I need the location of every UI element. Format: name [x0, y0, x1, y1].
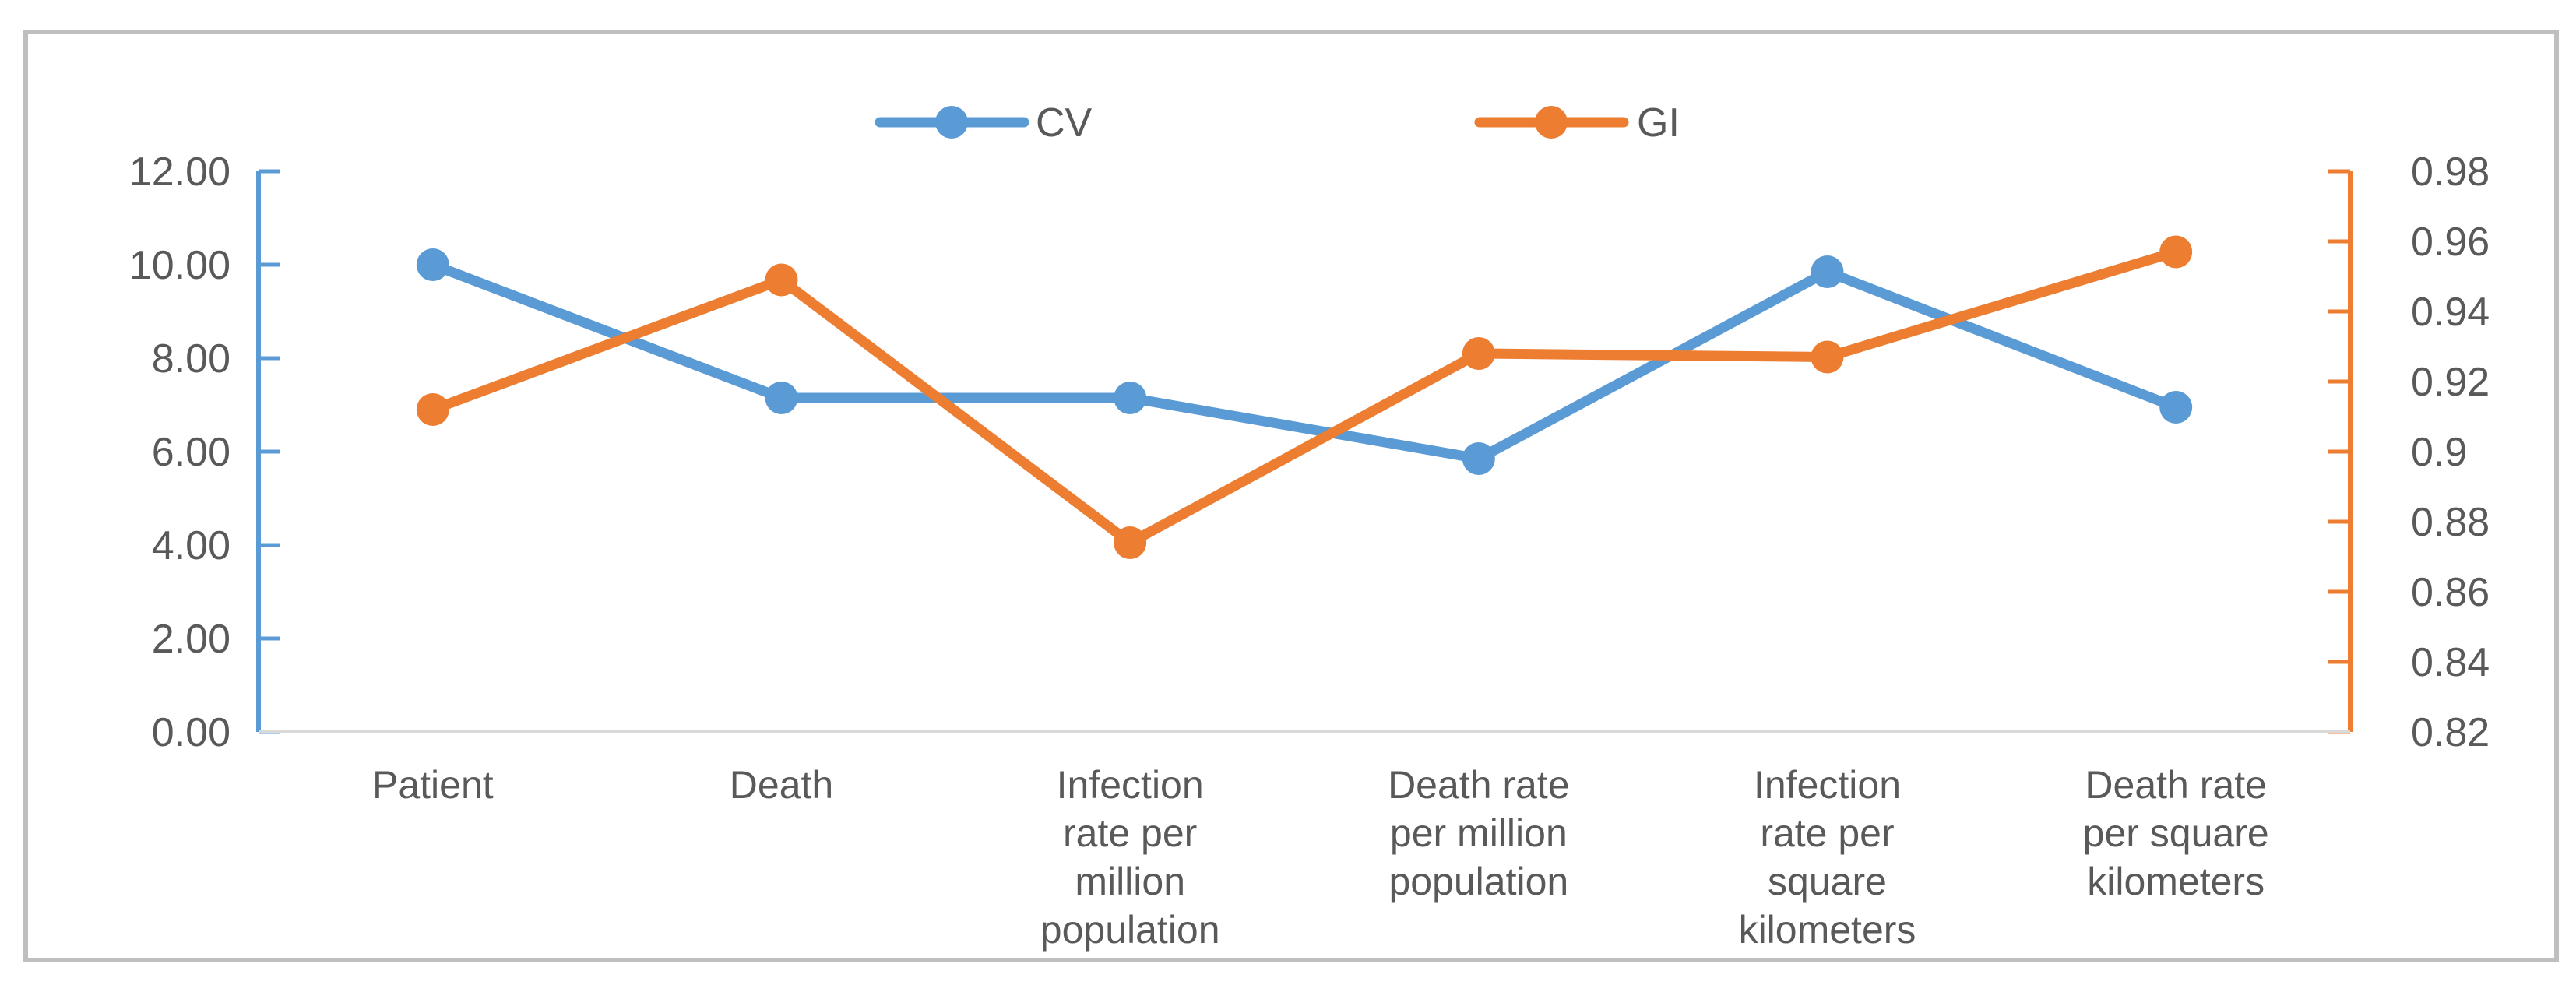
x-category-label-line: population: [1040, 908, 1220, 952]
chart-frame: [23, 30, 2559, 962]
left-y-tick-label: 12.00: [129, 150, 231, 195]
data-point-cv: [765, 382, 798, 414]
right-y-tick-label: 0.88: [2411, 500, 2490, 545]
x-category-label: Infection rate per square kilometers: [1739, 763, 1916, 952]
right-y-tick-label: 0.84: [2411, 640, 2490, 685]
x-category-label: Death rate per million population: [1388, 763, 1569, 903]
right-y-tick-label: 0.86: [2411, 570, 2490, 615]
legend-label-gi: GI: [1637, 100, 1680, 146]
right-y-tick-label: 0.92: [2411, 360, 2490, 405]
left-y-tick-label: 10.00: [129, 243, 231, 288]
x-category-label: Death rate per square kilometers: [2083, 763, 2269, 903]
legend-marker-cv: [935, 106, 968, 139]
right-y-tick-label: 0.96: [2411, 220, 2490, 265]
data-point-gi: [2159, 235, 2193, 269]
x-category-label-line: square: [1768, 860, 1887, 903]
left-y-tick-label: 6.00: [152, 430, 231, 475]
x-category-label: Patient: [372, 763, 494, 807]
right-y-tick-label: 0.94: [2411, 290, 2490, 335]
left-y-tick-label: 0.00: [152, 710, 231, 755]
x-category-label: Death: [730, 763, 833, 807]
data-point-gi: [1811, 340, 1844, 374]
data-point-cv: [1811, 255, 1844, 288]
x-category-label-line: million: [1075, 860, 1185, 903]
data-point-cv: [1114, 382, 1147, 414]
legend-label-cv: CV: [1036, 100, 1093, 146]
legend: CV GI: [875, 100, 1680, 146]
left-y-tick-label: 4.00: [152, 523, 231, 568]
data-point-cv: [416, 248, 449, 281]
x-category-label-line: kilometers: [2087, 860, 2265, 903]
data-point-cv: [1462, 442, 1495, 475]
data-point-cv: [2159, 391, 2193, 424]
left-y-tick-label: 8.00: [152, 336, 231, 382]
right-y-tick-label: 0.98: [2411, 150, 2490, 195]
right-y-tick-label: 0.9: [2411, 430, 2467, 475]
x-category-label-line: Death rate: [2085, 763, 2266, 807]
x-category-label-line: Death: [730, 763, 833, 807]
x-category-label-line: per square: [2083, 811, 2269, 855]
x-category-label-line: Infection: [1754, 763, 1901, 807]
series-layer: [416, 235, 2193, 559]
left-y-tick-label: 2.00: [152, 617, 231, 662]
x-category-label-line: Infection: [1057, 763, 1204, 807]
x-category-label: Infection rate per million population: [1040, 763, 1220, 952]
x-category-label-line: per million: [1390, 811, 1568, 855]
axes-layer: 0.00 2.00 4.00 6.00 8.00 10.00 12.00 0.82 0.84 0.…: [129, 150, 2490, 952]
data-point-gi: [765, 263, 798, 297]
data-point-gi: [1114, 526, 1147, 559]
right-y-tick-label: 0.82: [2411, 710, 2490, 755]
x-category-label-line: Death rate: [1388, 763, 1569, 807]
x-category-label-line: population: [1388, 860, 1568, 903]
data-point-gi: [416, 393, 449, 426]
data-point-gi: [1462, 337, 1495, 370]
series-line-cv: [428, 259, 2181, 464]
series-line-gi: [428, 247, 2181, 548]
x-category-label-line: rate per: [1760, 811, 1894, 855]
x-category-label-line: Patient: [372, 763, 494, 807]
x-category-label-line: rate per: [1063, 811, 1197, 855]
legend-marker-gi: [1535, 106, 1568, 139]
x-category-label-line: kilometers: [1739, 908, 1916, 952]
